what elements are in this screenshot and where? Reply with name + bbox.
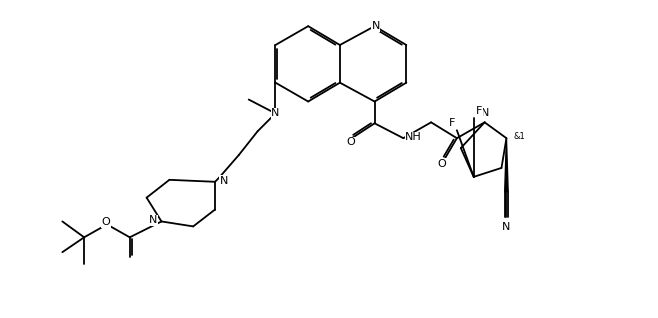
Text: O: O (438, 159, 446, 169)
Text: N: N (371, 21, 380, 31)
Polygon shape (505, 138, 508, 192)
Text: &1: &1 (513, 132, 525, 141)
Text: N: N (149, 216, 157, 225)
Text: N: N (480, 108, 489, 118)
Text: O: O (346, 137, 355, 147)
Text: O: O (101, 218, 111, 227)
Text: N: N (502, 222, 511, 232)
Text: NH: NH (405, 132, 422, 142)
Text: F: F (476, 107, 482, 116)
Text: N: N (220, 176, 228, 186)
Text: N: N (271, 108, 280, 118)
Text: F: F (449, 118, 455, 128)
